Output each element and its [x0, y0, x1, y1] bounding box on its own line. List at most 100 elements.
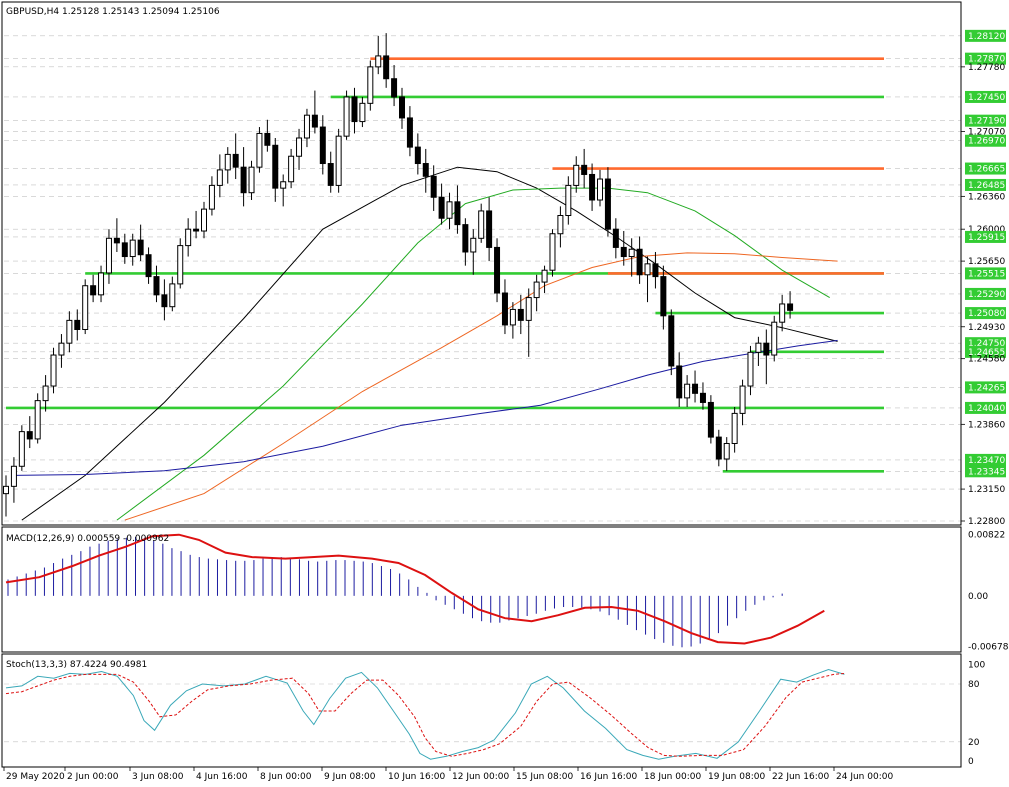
price-marker-label: 1.25080 — [968, 309, 1005, 319]
candle-down — [319, 126, 326, 165]
price-marker — [965, 52, 1006, 65]
candle-down — [763, 342, 770, 356]
candle-up — [18, 431, 25, 467]
candle-down — [406, 117, 413, 148]
candle-down — [26, 431, 33, 440]
candle-up — [129, 239, 136, 258]
price-marker — [965, 381, 1006, 394]
price-tick-label: 1.23150 — [968, 485, 1005, 495]
symbol-header: GBPUSD,H4 1.25128 1.25143 1.25094 1.2510… — [6, 7, 220, 17]
time-tick-label: 3 Jun 08:00 — [132, 772, 184, 782]
candle-up — [533, 281, 540, 299]
candle-up — [34, 400, 41, 440]
price-marker — [965, 29, 1006, 42]
candle-down — [240, 166, 247, 194]
price-marker — [965, 90, 1006, 103]
candle-up — [280, 181, 287, 189]
candle-up — [597, 178, 603, 201]
candle-up — [684, 383, 691, 399]
stochastic-panel-content — [4, 668, 961, 760]
stoch-tick-label: 100 — [968, 661, 985, 671]
candle-down — [692, 383, 699, 394]
candle-down — [311, 114, 318, 128]
price-marker-label: 1.24040 — [968, 404, 1005, 414]
price-tick-label: 1.24930 — [968, 323, 1005, 333]
panel-frames — [1, 1, 962, 768]
candle-down — [517, 308, 524, 321]
candle-up — [82, 285, 89, 330]
candle-down — [430, 175, 437, 198]
candle-up — [105, 237, 112, 274]
symbol-label: GBPUSD,H4 — [6, 7, 59, 17]
low-value: 1.25094 — [142, 7, 179, 17]
candle-down — [660, 276, 667, 317]
price-candles[interactable] — [3, 33, 794, 517]
time-tick-label: 10 Jun 16:00 — [388, 772, 445, 782]
price-tick-label: 1.26360 — [968, 192, 1005, 202]
candle-down — [137, 239, 144, 256]
price-marker — [965, 401, 1006, 414]
price-marker-label: 1.27870 — [968, 55, 1005, 65]
candle-up — [3, 485, 9, 495]
candle-down — [707, 401, 714, 438]
price-tick-label: 1.22800 — [968, 517, 1005, 527]
stoch-tick-label: 0 — [968, 757, 974, 767]
candle-down — [676, 365, 683, 399]
price-tick-label: 1.26000 — [968, 225, 1005, 235]
price-tick-label: 1.27070 — [968, 128, 1005, 138]
candle-up — [58, 342, 65, 356]
candle-up — [367, 66, 374, 104]
candle-down — [90, 285, 97, 296]
candle-up — [549, 233, 556, 271]
candle-up — [177, 245, 184, 285]
price-marker — [965, 287, 1006, 300]
candle-down — [161, 294, 168, 308]
candle-up — [256, 132, 263, 168]
price-marker-label: 1.26970 — [968, 137, 1005, 147]
candle-up — [216, 169, 223, 186]
macd-tick-label: -0.006789 — [968, 642, 1009, 652]
candle-down — [715, 436, 722, 460]
time-tick-label: 22 Jun 16:00 — [772, 772, 829, 782]
candle-up — [224, 153, 231, 171]
price-marker — [965, 162, 1006, 175]
price-marker-label: 1.25290 — [968, 290, 1005, 300]
candle-down — [272, 144, 279, 189]
price-marker-label: 1.25915 — [968, 233, 1005, 243]
price-marker-label: 1.27190 — [968, 117, 1005, 127]
candle-down — [383, 55, 390, 80]
candle-down — [581, 164, 588, 175]
candle-down — [351, 96, 358, 123]
stochastic-label: Stoch(13,3,3) 87.4224 90.4981 — [6, 660, 147, 670]
candle-down — [327, 163, 334, 186]
candle-up — [446, 201, 453, 219]
macd-signal-line — [5, 533, 825, 645]
price-marker-label: 1.24655 — [968, 348, 1005, 358]
candle-up — [541, 269, 548, 283]
candle-up — [644, 263, 651, 276]
candle-up — [771, 321, 778, 356]
price-tick-label: 1.27780 — [968, 63, 1005, 73]
candle-down — [787, 303, 794, 311]
price-marker — [965, 178, 1006, 191]
candle-up — [557, 215, 564, 235]
candle-up — [779, 303, 786, 323]
panel-frame — [1, 653, 962, 768]
candle-up — [525, 297, 532, 321]
candle-up — [359, 102, 366, 123]
candle-up — [66, 319, 73, 344]
moving-average-line — [21, 166, 838, 521]
candle-down — [153, 276, 160, 296]
candle-up — [248, 166, 255, 194]
time-tick-label: 29 May 2020 — [6, 772, 65, 782]
candle-up — [303, 114, 310, 139]
price-marker-label: 1.24265 — [968, 383, 1005, 393]
candle-up — [470, 237, 477, 253]
candle-up — [478, 210, 485, 239]
candle-up — [169, 283, 176, 308]
price-marker-label: 1.24750 — [968, 339, 1005, 349]
time-tick-label: 16 Jun 16:00 — [580, 772, 637, 782]
candle-down — [454, 201, 461, 226]
